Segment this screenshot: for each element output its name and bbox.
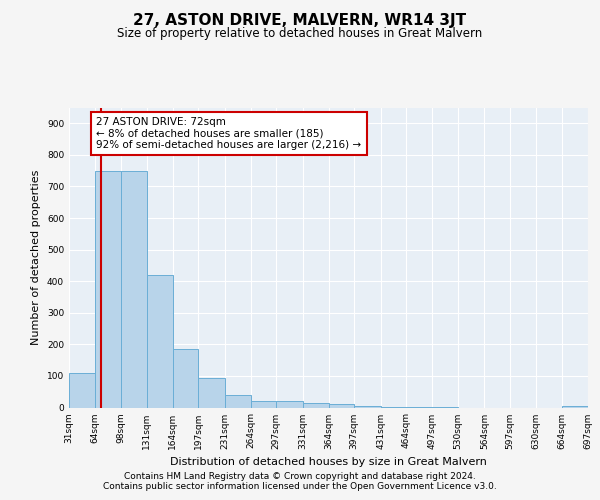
Bar	[381, 406, 406, 408]
Bar	[303, 403, 329, 407]
Text: 27 ASTON DRIVE: 72sqm
← 8% of detached houses are smaller (185)
92% of semi-deta: 27 ASTON DRIVE: 72sqm ← 8% of detached h…	[96, 117, 361, 150]
Bar	[95, 170, 121, 408]
Bar	[173, 349, 199, 408]
Bar	[354, 406, 381, 407]
Text: 27, ASTON DRIVE, MALVERN, WR14 3JT: 27, ASTON DRIVE, MALVERN, WR14 3JT	[133, 12, 467, 28]
Bar	[199, 378, 225, 408]
Bar	[251, 401, 276, 407]
X-axis label: Distribution of detached houses by size in Great Malvern: Distribution of detached houses by size …	[170, 457, 487, 467]
Bar	[406, 407, 432, 408]
Text: Contains HM Land Registry data © Crown copyright and database right 2024.: Contains HM Land Registry data © Crown c…	[124, 472, 476, 481]
Text: Contains public sector information licensed under the Open Government Licence v3: Contains public sector information licen…	[103, 482, 497, 491]
Bar	[329, 404, 354, 407]
Bar	[225, 395, 251, 407]
Text: Size of property relative to detached houses in Great Malvern: Size of property relative to detached ho…	[118, 28, 482, 40]
Y-axis label: Number of detached properties: Number of detached properties	[31, 170, 41, 345]
Bar	[69, 373, 95, 408]
Bar	[562, 406, 588, 407]
Bar	[276, 401, 303, 407]
Bar	[147, 275, 173, 407]
Bar	[121, 170, 147, 408]
